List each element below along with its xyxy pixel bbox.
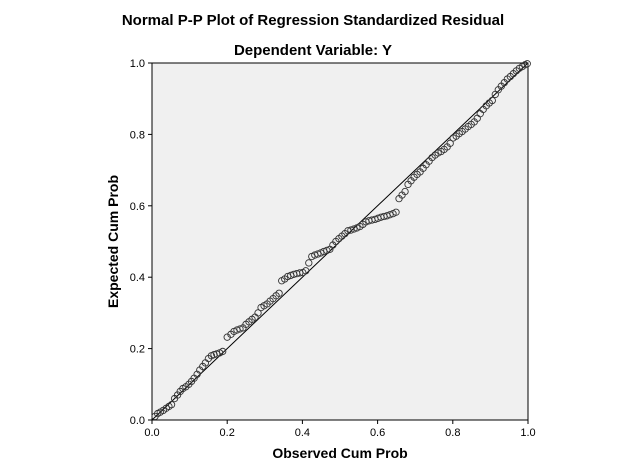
data-point bbox=[254, 309, 262, 317]
data-point bbox=[167, 400, 176, 409]
y-tick-label: 0.0 bbox=[130, 415, 145, 427]
data-point bbox=[219, 347, 227, 356]
x-axis-label: Observed Cum Prob bbox=[272, 445, 407, 461]
y-tick-label: 0.6 bbox=[130, 201, 145, 213]
x-tick-label: 1.0 bbox=[520, 427, 535, 439]
data-points bbox=[151, 60, 531, 421]
axis-ticks: 0.0 0.2 0.4 0.6 0.8 1.0 0.0 0.2 0.4 0.6 0.8 1.0 bbox=[130, 58, 536, 439]
data-point bbox=[305, 259, 313, 267]
data-point bbox=[350, 225, 358, 233]
data-point bbox=[323, 246, 331, 255]
data-point bbox=[523, 60, 531, 68]
data-point bbox=[302, 267, 310, 275]
data-point bbox=[386, 211, 394, 219]
y-tick-label: 0.2 bbox=[130, 344, 145, 356]
x-tick-label: 0.4 bbox=[295, 427, 310, 439]
data-point bbox=[446, 139, 454, 147]
x-tick-label: 0.6 bbox=[370, 427, 385, 439]
chart-subtitle: Dependent Variable: Y bbox=[233, 42, 393, 59]
y-tick-label: 0.8 bbox=[130, 129, 145, 141]
data-point bbox=[488, 96, 496, 105]
data-point bbox=[236, 325, 244, 333]
x-tick-label: 0.8 bbox=[445, 427, 460, 439]
y-tick-label: 0.4 bbox=[130, 272, 145, 284]
data-point bbox=[314, 250, 322, 258]
y-tick-label: 1.0 bbox=[130, 58, 145, 70]
x-tick-label: 0.0 bbox=[144, 427, 159, 439]
data-point bbox=[392, 208, 400, 216]
data-point bbox=[213, 350, 221, 358]
data-point bbox=[401, 187, 409, 196]
chart-title: Normal P-P Plot of Regression Standardiz… bbox=[121, 12, 505, 29]
x-tick-label: 0.2 bbox=[220, 427, 235, 439]
data-point bbox=[275, 289, 283, 297]
y-axis-label: Expected Cum Prob bbox=[105, 175, 121, 308]
